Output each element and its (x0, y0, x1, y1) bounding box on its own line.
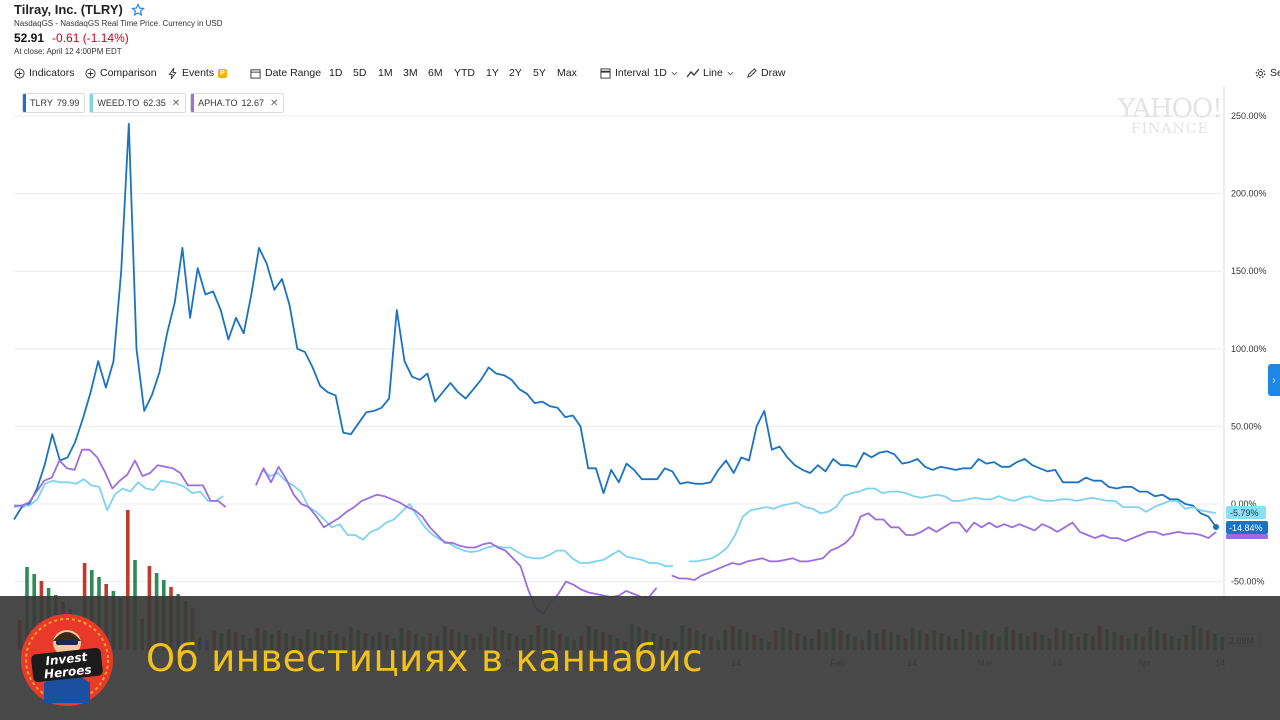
pencil-icon (747, 67, 757, 78)
chevron-down-icon (727, 71, 734, 75)
line-type-label: Line (703, 67, 723, 79)
events-label: Events (182, 67, 215, 79)
indicators-label: Indicators (29, 67, 75, 79)
last-label-weed: -5.79% (1230, 508, 1259, 518)
range-3m[interactable]: 3M (403, 67, 418, 79)
series-line-weed (261, 469, 674, 567)
range-1y[interactable]: 1Y (486, 67, 499, 79)
exchange-line: NasdaqGS - NasdaqGS Real Time Price. Cur… (14, 19, 223, 28)
range-6m[interactable]: 6M (428, 67, 443, 79)
chip-weed[interactable]: WEED.TO 62.35 ✕ (89, 93, 187, 113)
comparison-label: Comparison (100, 67, 157, 79)
series-line-apha (671, 512, 1217, 581)
settings-label: Se (1270, 67, 1280, 79)
events-button[interactable]: Events P (168, 67, 227, 79)
logo-text-line1: Invest (45, 650, 89, 668)
star-icon[interactable] (130, 2, 145, 17)
last-label-weed-bg (1226, 505, 1266, 519)
plus-circle-icon (85, 67, 96, 79)
chip-color-bar (23, 94, 26, 112)
series-line-apha (14, 448, 227, 508)
range-5y[interactable]: 5Y (533, 67, 546, 79)
range-1d[interactable]: 1D (329, 67, 343, 79)
invest-heroes-logo: Invest Heroes (21, 614, 113, 706)
gear-icon (1255, 68, 1266, 78)
chevron-down-icon (671, 71, 678, 75)
comparison-button[interactable]: Comparison (85, 67, 157, 79)
series-line-tlry (13, 122, 1217, 528)
y-tick-label: -50.00% (1231, 577, 1265, 587)
promo-banner (0, 596, 1280, 720)
last-label-tlry: -14.84% (1229, 523, 1263, 533)
chip-symbol: TLRY (30, 98, 53, 108)
chip-color-bar (90, 94, 94, 112)
y-tick-label: 0.00% (1231, 499, 1257, 509)
range-max[interactable]: Max (557, 67, 577, 79)
indicators-button[interactable]: Indicators (14, 67, 75, 79)
y-tick-label: 150.00% (1231, 266, 1267, 276)
close-icon[interactable]: ✕ (270, 97, 279, 109)
close-time: At close: April 12 4:00PM EDT (14, 47, 122, 56)
series-end-dot (1213, 524, 1219, 531)
interval-button[interactable]: Interval 1D (600, 67, 678, 79)
events-badge: P (218, 68, 227, 78)
close-icon[interactable]: ✕ (171, 97, 181, 109)
banner-title: Об инвестициях в каннабис (146, 637, 703, 680)
range-2y[interactable]: 2Y (509, 67, 522, 79)
range-5d[interactable]: 5D (353, 67, 367, 79)
series-line-weed (688, 487, 1217, 563)
logo-text-line2: Heroes (43, 663, 92, 682)
quote-header: Tilray, Inc. (TLRY) NasdaqGS - NasdaqGS … (14, 2, 223, 56)
chip-tlry[interactable]: TLRY 79.99 (22, 93, 86, 113)
line-chart-icon (687, 68, 699, 78)
chip-color-bar (191, 94, 195, 112)
watermark-line1: YAHOO! (1118, 94, 1223, 124)
y-tick-label: 50.00% (1231, 421, 1262, 431)
calendar-icon (250, 68, 261, 79)
comparison-chips: TLRY 79.99 WEED.TO 62.35 ✕ APHA.TO 12.67… (22, 93, 285, 113)
draw-button[interactable]: Draw (746, 67, 786, 79)
range-ytd[interactable]: YTD (454, 67, 475, 79)
line-type-button[interactable]: Line (687, 67, 734, 79)
series-line-apha (255, 465, 658, 616)
y-tick-label: 100.00% (1231, 344, 1267, 354)
interval-label: Interval (615, 67, 650, 79)
last-label-tlry-bg (1226, 521, 1268, 535)
chip-value: 79.99 (56, 98, 80, 108)
settings-button[interactable]: Se (1255, 67, 1280, 79)
side-panel-toggle[interactable]: › (1268, 364, 1280, 396)
price-change: -0.61 (-1.14%) (52, 31, 129, 45)
range-1m[interactable]: 1M (378, 67, 393, 79)
draw-label: Draw (761, 67, 786, 79)
page-title: Tilray, Inc. (TLRY) (14, 2, 123, 17)
y-tick-label: 250.00% (1231, 111, 1267, 121)
series-line-weed (13, 478, 224, 512)
volume-bar (126, 510, 130, 650)
last-label-apha-bg (1226, 534, 1268, 540)
chip-symbol: WEED.TO (97, 98, 140, 108)
yahoo-finance-watermark: YAHOO! FINANCE (1118, 94, 1223, 137)
chip-symbol: APHA.TO (198, 98, 238, 108)
chip-value: 12.67 (241, 98, 265, 108)
interval-value: 1D (653, 67, 667, 79)
watermark-line2: FINANCE (1130, 121, 1209, 137)
chip-value: 62.35 (143, 98, 166, 108)
chip-apha[interactable]: APHA.TO 12.67 ✕ (190, 93, 285, 113)
interval-icon (600, 67, 611, 79)
lightning-icon (168, 67, 177, 79)
plus-circle-icon (14, 67, 25, 79)
y-tick-label: 200.00% (1231, 189, 1267, 199)
price-value: 52.91 (14, 31, 45, 45)
date-range-button[interactable]: Date Range (250, 67, 321, 79)
chart-toolbar: Indicators Comparison Events P Date Rang… (0, 64, 1280, 84)
date-range-label: Date Range (265, 67, 322, 79)
